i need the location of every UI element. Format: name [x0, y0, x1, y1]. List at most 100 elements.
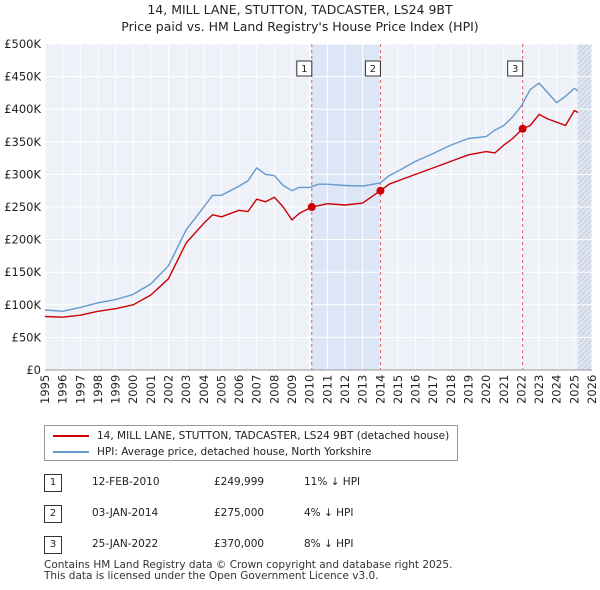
series-line-hpi: [44, 82, 579, 312]
sale-price: £370,000: [214, 538, 265, 550]
y-tick-label: £100K: [4, 298, 41, 312]
forecast-hatch: [577, 319, 593, 335]
x-tick-label: 2004: [197, 375, 211, 404]
x-tick-label: 2016: [409, 375, 423, 404]
y-tick-label: £450K: [4, 70, 41, 84]
forecast-hatch: [577, 104, 593, 120]
forecast-hatch: [577, 309, 593, 325]
plot-area: £0 £50K £100K £150K £200K £250K £300K £350K £400…: [4, 37, 599, 404]
forecast-hatch: [577, 284, 593, 300]
forecast-hatch: [577, 49, 593, 65]
footer-note: Contains HM Land Registry data © Crown c…: [44, 560, 452, 582]
sale-price: £249,999: [214, 476, 265, 488]
x-tick-label: 2021: [497, 375, 511, 404]
x-tick-label: 2025: [567, 375, 581, 404]
sale-date: 03-JAN-2014: [92, 507, 159, 519]
sale-date: 12-FEB-2010: [92, 476, 160, 488]
forecast-hatch: [577, 344, 593, 360]
forecast-hatch: [577, 244, 593, 260]
forecast-hatch: [577, 304, 593, 320]
forecast-hatch: [577, 94, 593, 110]
sale-number-badge: 3: [44, 536, 62, 554]
y-tick-label: £500K: [4, 37, 41, 51]
forecast-hatch: [577, 349, 593, 365]
forecast-hatch: [577, 189, 593, 205]
chart-title: 14, MILL LANE, STUTTON, TADCASTER, LS24 …: [147, 2, 453, 17]
forecast-hatch: [577, 259, 593, 275]
x-tick-label: 2015: [391, 375, 405, 404]
forecast-hatch: [577, 119, 593, 135]
forecast-hatch: [586, 364, 593, 371]
y-tick-label: £400K: [4, 102, 41, 116]
x-tick-label: 2018: [444, 375, 458, 404]
sale-number-badge: 2: [44, 505, 62, 523]
x-tick-label: 1997: [73, 375, 87, 404]
forecast-hatch: [577, 154, 593, 170]
forecast-hatch: [577, 239, 593, 255]
x-tick-label: 2011: [320, 375, 334, 404]
forecast-hatch: [577, 279, 593, 295]
chart-legend: 14, MILL LANE, STUTTON, TADCASTER, LS24 …: [44, 425, 458, 461]
x-tick-label: 2014: [373, 375, 387, 404]
forecast-hatch: [577, 354, 593, 370]
x-tick-label: 2001: [144, 375, 158, 404]
sale-date: 25-JAN-2022: [92, 538, 159, 550]
x-tick-label: 1996: [56, 375, 70, 404]
annotation-box: [364, 60, 381, 77]
footer-line-1: Contains HM Land Registry data © Crown c…: [44, 559, 453, 571]
x-tick-label: 1998: [91, 375, 105, 404]
y-tick-label: £350K: [4, 135, 41, 149]
legend-item-hpi: HPI: Average price, detached house, Nort…: [53, 444, 372, 460]
sale-price: £275,000: [214, 507, 265, 519]
forecast-hatch: [577, 54, 593, 70]
y-tick-label: £200K: [4, 233, 41, 247]
y-tick-label: £50K: [12, 330, 42, 344]
forecast-hatch: [577, 294, 593, 310]
x-tick-label: 2008: [267, 375, 281, 404]
forecast-hatch: [577, 144, 593, 160]
forecast-hatch: [577, 169, 593, 185]
annotation-box: [507, 60, 524, 77]
forecast-hatch: [577, 339, 593, 355]
forecast-hatch: [577, 59, 593, 75]
sale-hpi-delta: 11% ↓ HPI: [304, 476, 361, 488]
x-tick-label: 2007: [250, 375, 264, 404]
x-tick-label: 2009: [285, 375, 299, 404]
sale-point: [307, 203, 316, 212]
forecast-hatch: [577, 124, 593, 140]
x-tick-label: 2020: [479, 375, 493, 404]
forecast-hatch: [577, 299, 593, 315]
annotation-label: 1: [301, 64, 307, 75]
price-chart: 14, MILL LANE, STUTTON, TADCASTER, LS24 …: [4, 2, 599, 404]
sale-hpi-delta: 8% ↓ HPI: [304, 538, 354, 550]
forecast-hatch: [577, 149, 593, 165]
x-tick-label: 2022: [514, 375, 528, 404]
forecast-hatch: [577, 224, 593, 240]
x-tick-label: 2019: [461, 375, 475, 404]
forecast-hatch: [577, 229, 593, 245]
legend-label-hpi: HPI: Average price, detached house, Nort…: [97, 446, 372, 458]
sale-row: 1 12-FEB-2010 £249,999 11% ↓ HPI: [44, 474, 444, 494]
x-tick-label: 2024: [550, 375, 564, 404]
x-tick-label: 1999: [109, 375, 123, 404]
forecast-hatch: [577, 254, 593, 270]
x-tick-label: 2012: [338, 375, 352, 404]
forecast-hatch: [581, 359, 593, 371]
x-tick-label: 2023: [532, 375, 546, 404]
x-tick-label: 2006: [232, 375, 246, 404]
y-tick-label: £0: [26, 363, 41, 377]
x-tick-label: 2000: [126, 375, 140, 404]
forecast-hatch: [577, 43, 589, 55]
forecast-hatch: [577, 79, 593, 95]
forecast-hatch: [577, 44, 593, 60]
annotation-box: [296, 60, 313, 77]
forecast-hatch: [577, 114, 593, 130]
x-tick-label: 2005: [214, 375, 228, 404]
forecast-hatch: [577, 43, 584, 50]
forecast-hatch: [577, 249, 593, 265]
forecast-hatch: [577, 289, 593, 305]
annotation-label: 3: [512, 64, 518, 75]
x-tick-label: 2003: [179, 375, 193, 404]
legend-swatch-property: [53, 435, 89, 437]
annotation-label: 2: [370, 64, 376, 75]
